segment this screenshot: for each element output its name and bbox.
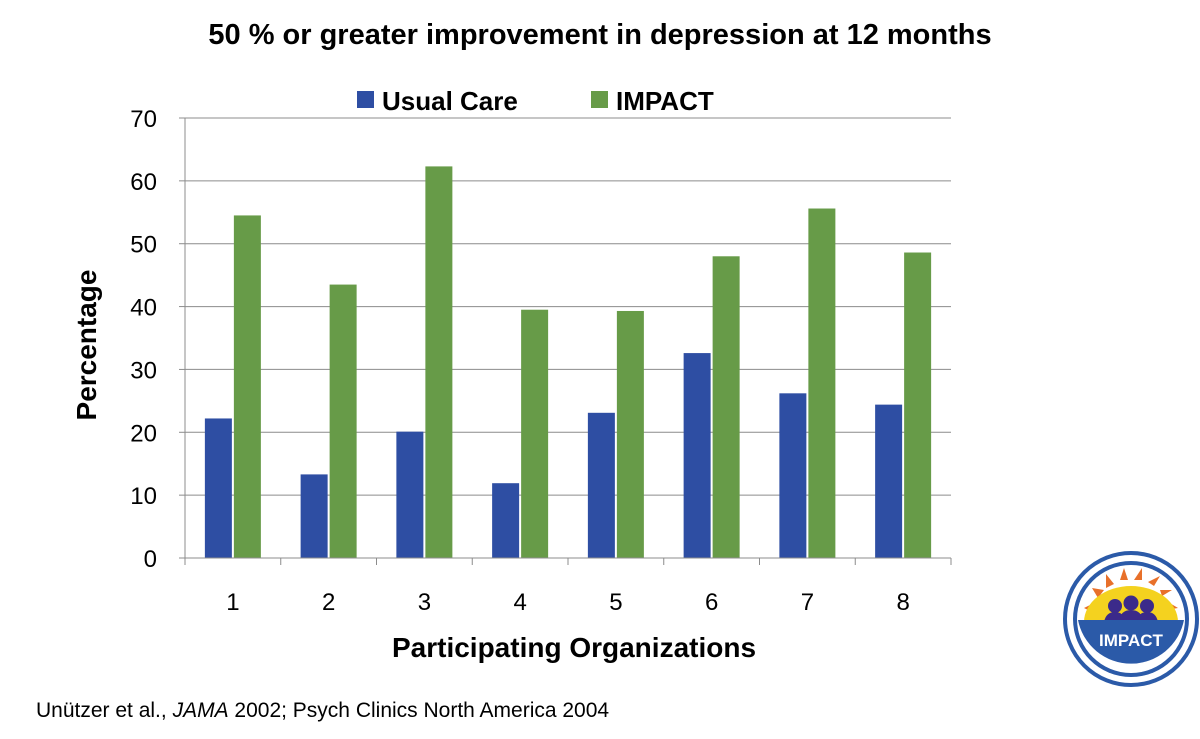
x-tick-label-4: 4 — [513, 589, 526, 616]
x-axis-title: Participating Organizations — [392, 632, 756, 663]
x-tick-label-8: 8 — [896, 589, 909, 616]
y-tick-label-20: 20 — [130, 420, 157, 447]
bar-usual-care-8 — [875, 404, 903, 558]
x-tick-label-6: 6 — [705, 589, 718, 616]
legend-label-impact: IMPACT — [616, 86, 714, 116]
legend-swatch-impact — [591, 91, 608, 108]
bar-impact-5 — [616, 310, 644, 558]
x-tick-label-7: 7 — [801, 589, 814, 616]
x-tick-label-5: 5 — [609, 589, 622, 616]
x-tick-label-1: 1 — [226, 589, 239, 616]
citation-rest: 2002; Psych Clinics North America 2004 — [228, 699, 610, 722]
x-tick-label-2: 2 — [322, 589, 335, 616]
bars — [204, 166, 932, 558]
x-tick-label-3: 3 — [418, 589, 431, 616]
y-axis-title: Percentage — [71, 270, 102, 421]
bar-usual-care-5 — [587, 412, 615, 558]
y-tick-label-60: 60 — [130, 169, 157, 196]
bar-impact-1 — [233, 215, 261, 558]
bar-impact-7 — [808, 208, 836, 558]
y-tick-label-50: 50 — [130, 232, 157, 259]
y-tick-label-0: 0 — [144, 546, 157, 573]
y-tick-label-10: 10 — [130, 483, 157, 510]
bar-usual-care-4 — [492, 483, 520, 558]
bar-impact-4 — [521, 309, 549, 558]
logo-text: IMPACT — [1099, 631, 1164, 650]
bar-impact-6 — [712, 256, 740, 558]
y-tick-labels: 0 10 20 30 40 50 60 70 — [130, 106, 157, 573]
bar-usual-care-7 — [779, 393, 807, 558]
bar-usual-care-1 — [204, 418, 232, 558]
citation: Unützer et al., JAMA 2002; Psych Clinics… — [36, 699, 609, 723]
legend-label-usual-care: Usual Care — [382, 86, 518, 116]
impact-logo: IMPACT — [1063, 551, 1199, 687]
y-tick-label-30: 30 — [130, 357, 157, 384]
y-tick-label-70: 70 — [130, 106, 157, 133]
citation-authors: Unützer et al., — [36, 699, 173, 722]
axes — [184, 118, 952, 565]
bar-usual-care-6 — [683, 353, 711, 558]
people-figures-icon — [1104, 595, 1158, 622]
x-tick-labels: 1 2 3 4 5 6 7 8 — [226, 589, 910, 616]
bar-usual-care-2 — [300, 474, 328, 558]
bar-impact-3 — [425, 166, 453, 558]
bar-impact-8 — [904, 252, 932, 558]
chart-title: 50 % or greater improvement in depressio… — [208, 19, 991, 51]
legend: Usual Care IMPACT — [357, 86, 714, 116]
citation-journal: JAMA — [172, 699, 229, 722]
bar-usual-care-3 — [396, 431, 424, 558]
y-tick-label-40: 40 — [130, 295, 157, 322]
bar-chart: 50 % or greater improvement in depressio… — [71, 19, 992, 663]
legend-swatch-usual-care — [357, 91, 374, 108]
bar-impact-2 — [329, 284, 357, 558]
